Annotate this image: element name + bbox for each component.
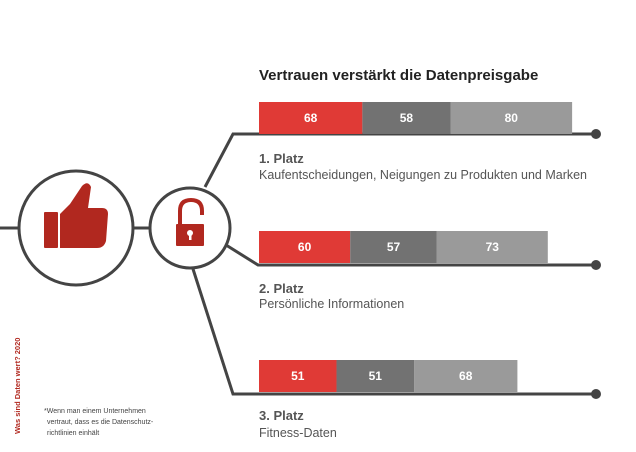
- bar-2-segment-3: [436, 231, 548, 263]
- footnote-line-3: richtlinien einhält: [47, 430, 99, 437]
- bar-1-segment-1-label: 68: [304, 111, 318, 125]
- rank-label-2: 2. Platz: [259, 281, 304, 296]
- bar-3-segment-2: [336, 360, 415, 392]
- bar-1-segment-2-label: 58: [400, 111, 414, 125]
- line-end-dot-3: [591, 389, 601, 399]
- bar-2-segment-3-label: 73: [486, 240, 500, 254]
- rank-label-1: 1. Platz: [259, 151, 304, 166]
- line-end-dot-2: [591, 260, 601, 270]
- bar-1-segment-2: [362, 102, 451, 134]
- bar-3-segment-1: [259, 360, 337, 392]
- bar-3-segment-1-label: 51: [291, 369, 305, 383]
- category-label-3: Fitness-Daten: [259, 426, 337, 440]
- thumbs-up-icon: [44, 183, 108, 248]
- bar-2-segment-2-label: 57: [387, 240, 401, 254]
- chart-title: Vertrauen verstärkt die Datenpreisgabe: [259, 67, 538, 84]
- bar-group: 68 58 80 60 57 73 51 51 68: [259, 102, 573, 392]
- category-label-2: Persönliche Informationen: [259, 297, 404, 311]
- bar-1-segment-3-label: 80: [505, 111, 519, 125]
- bar-1-segment-3: [450, 102, 573, 134]
- unlocked-padlock-icon: [176, 197, 204, 246]
- footnote-line-1: *Wenn man einem Unternehmen: [44, 408, 146, 415]
- rank-label-3: 3. Platz: [259, 408, 304, 423]
- branch-line-2: [225, 243, 596, 267]
- line-end-dot-1: [591, 129, 601, 139]
- branch-line-3: [191, 268, 596, 396]
- bar-2-segment-2: [350, 231, 437, 263]
- bar-3-segment-2-label: 51: [369, 369, 383, 383]
- footnote: *Wenn man einem Unternehmen vertraut, da…: [44, 408, 154, 437]
- line-end-dots: [591, 129, 601, 399]
- side-note: Was sind Daten wert? 2020: [13, 338, 22, 434]
- bar-3-segment-3: [414, 360, 518, 392]
- bar-3-segment-3-label: 68: [459, 369, 473, 383]
- bar-2-segment-1-label: 60: [298, 240, 312, 254]
- bar-2-segment-1: [259, 231, 351, 263]
- bar-1-segment-1: [259, 102, 363, 134]
- footnote-line-2: vertraut, dass es die Datenschutz-: [47, 419, 154, 426]
- category-label-1: Kaufentscheidungen, Neigungen zu Produkt…: [259, 168, 587, 182]
